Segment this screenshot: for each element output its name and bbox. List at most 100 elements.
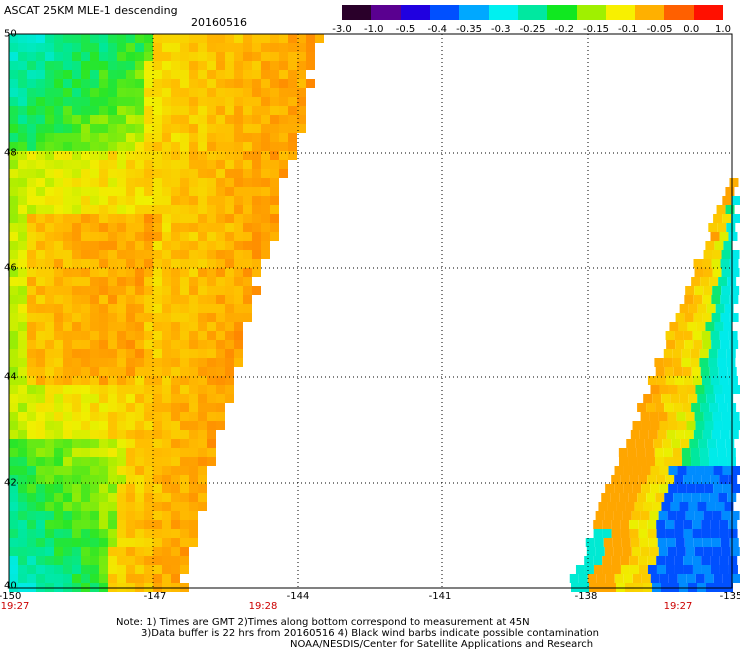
wind-cell <box>45 367 54 376</box>
wind-cell <box>180 115 189 124</box>
wind-cell <box>635 439 645 448</box>
wind-cell <box>144 295 153 304</box>
wind-cell <box>99 493 108 502</box>
wind-cell <box>171 511 180 520</box>
wind-cell <box>126 124 135 133</box>
wind-cell <box>720 313 730 322</box>
wind-cell <box>108 214 117 223</box>
colorbar <box>342 5 724 20</box>
wind-cell <box>695 484 705 493</box>
wind-cell <box>81 484 90 493</box>
wind-cell <box>81 457 90 466</box>
wind-cell <box>126 115 135 124</box>
wind-cell <box>261 142 270 151</box>
wind-cell <box>117 286 126 295</box>
wind-cell <box>162 322 171 331</box>
wind-cell <box>117 52 126 61</box>
wind-cell <box>710 565 720 574</box>
wind-cell <box>171 268 180 277</box>
wind-cell <box>117 538 126 547</box>
right-swath <box>569 178 740 592</box>
wind-cell <box>243 250 252 259</box>
wind-cell <box>9 511 18 520</box>
wind-cell <box>216 385 225 394</box>
wind-cell <box>36 232 45 241</box>
wind-cell <box>9 385 18 394</box>
wind-cell <box>135 259 144 268</box>
wind-cell <box>702 295 712 304</box>
wind-cell <box>99 529 108 538</box>
wind-cell <box>9 232 18 241</box>
wind-cell <box>108 151 117 160</box>
wind-cell <box>153 529 162 538</box>
wind-cell <box>99 61 108 70</box>
wind-cell <box>288 43 297 52</box>
wind-cell <box>672 349 682 358</box>
wind-cell <box>162 250 171 259</box>
wind-cell <box>126 106 135 115</box>
wind-cell <box>117 556 126 565</box>
wind-cell <box>81 574 90 583</box>
wind-cell <box>153 97 162 106</box>
wind-cell <box>679 394 689 403</box>
wind-cell <box>593 556 603 565</box>
wind-cell <box>27 133 36 142</box>
wind-cell <box>18 385 27 394</box>
wind-cell <box>180 241 189 250</box>
wind-cell <box>729 295 739 304</box>
wind-cell <box>36 196 45 205</box>
left-swath <box>9 34 324 592</box>
wind-cell <box>144 115 153 124</box>
lon-label-144: -144 <box>286 591 310 602</box>
wind-cell <box>721 268 731 277</box>
wind-cell <box>45 421 54 430</box>
wind-cell <box>171 529 180 538</box>
wind-cell <box>99 376 108 385</box>
wind-cell <box>682 493 692 502</box>
wind-cell <box>90 169 99 178</box>
wind-cell <box>234 43 243 52</box>
wind-cell <box>72 358 81 367</box>
wind-cell <box>198 151 207 160</box>
wind-cell <box>117 295 126 304</box>
wind-cell <box>9 313 18 322</box>
wind-cell <box>207 196 216 205</box>
wind-cell <box>659 385 669 394</box>
wind-cell <box>81 412 90 421</box>
wind-cell <box>646 403 656 412</box>
wind-cell <box>27 349 36 358</box>
wind-cell <box>108 88 117 97</box>
wind-cell <box>664 457 674 466</box>
wind-cell <box>709 493 719 502</box>
wind-cell <box>99 520 108 529</box>
wind-cell <box>216 403 225 412</box>
wind-cell <box>261 70 270 79</box>
wind-cell <box>180 97 189 106</box>
wind-cell <box>198 232 207 241</box>
wind-cell <box>279 142 288 151</box>
wind-cell <box>279 88 288 97</box>
wind-cell <box>36 475 45 484</box>
wind-cell <box>189 259 198 268</box>
wind-cell <box>225 286 234 295</box>
wind-cell <box>171 421 180 430</box>
wind-cell <box>709 403 719 412</box>
wind-cell <box>54 250 63 259</box>
wind-cell <box>252 160 261 169</box>
wind-cell <box>618 448 628 457</box>
wind-cell <box>252 196 261 205</box>
wind-cell <box>684 430 694 439</box>
wind-cell <box>632 466 642 475</box>
wind-cell <box>72 484 81 493</box>
wind-cell <box>162 385 171 394</box>
wind-cell <box>712 286 722 295</box>
wind-cell <box>45 115 54 124</box>
wind-cell <box>726 358 736 367</box>
wind-cell <box>726 448 736 457</box>
wind-cell <box>261 232 270 241</box>
wind-cell <box>171 349 180 358</box>
wind-cell <box>261 187 270 196</box>
wind-cell <box>234 142 243 151</box>
wind-cell <box>234 313 243 322</box>
